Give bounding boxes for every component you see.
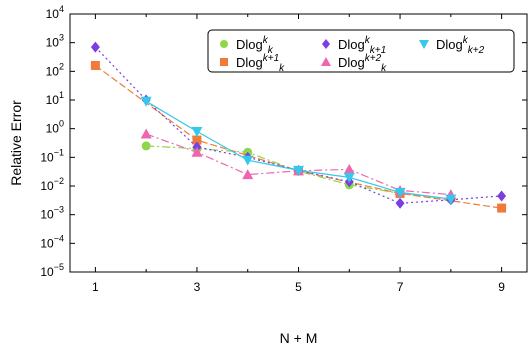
y-tick-label: 10−1 (40, 147, 64, 164)
data-point (220, 40, 228, 48)
data-point (343, 172, 355, 183)
y-tick-label: 10−4 (40, 233, 64, 250)
data-point (321, 57, 331, 66)
data-point (497, 203, 507, 213)
data-point (395, 197, 405, 209)
data-point (242, 169, 254, 180)
series-layer (90, 41, 507, 213)
legend-box (207, 29, 515, 73)
y-tick-label: 10−5 (40, 262, 64, 279)
y-tick-label: 10−3 (40, 205, 64, 222)
legend-item: Dlogkk (220, 35, 274, 56)
data-point (293, 165, 304, 176)
legend-item: Dlogk+1k (220, 53, 285, 74)
series-line (95, 65, 502, 209)
x-tick-label: 9 (498, 280, 505, 294)
data-point (419, 40, 429, 49)
y-axis-title: Relative Error (8, 100, 24, 186)
y-tick-label: 103 (46, 33, 64, 50)
axis-ticks: 1 3 5 7 9 104 103 102 101 100 10−1 10−2 10−3 10−4 10−5 (40, 4, 527, 294)
y-tick-label: 10−2 (40, 176, 64, 193)
x-tick-label: 7 (397, 280, 404, 294)
legend-label: Dlogkk+1 (338, 35, 386, 56)
x-tick-label: 3 (194, 280, 201, 294)
legend-item: Dlogkk+1 (322, 35, 386, 56)
x-axis-title: N + M (280, 330, 318, 346)
data-point (140, 128, 152, 139)
data-point (191, 146, 203, 157)
data-point (90, 60, 100, 70)
data-point (394, 187, 406, 198)
data-point (192, 135, 202, 145)
data-point (322, 39, 330, 49)
data-point (141, 141, 151, 151)
x-tick-label: 1 (92, 280, 99, 294)
data-point (140, 96, 152, 107)
x-tick-label: 5 (295, 280, 302, 294)
data-point (220, 58, 228, 66)
legend-label: Dlogkk+2 (436, 35, 485, 56)
data-point (242, 155, 254, 166)
series (140, 96, 457, 205)
y-tick-label: 101 (46, 90, 64, 107)
y-tick-label: 102 (46, 61, 64, 78)
y-tick-label: 104 (46, 4, 64, 21)
legend-item: Dlogkk+2 (419, 35, 485, 56)
legend-label: Dlogkk (236, 35, 274, 56)
data-point (343, 163, 355, 174)
data-point (191, 126, 203, 137)
y-tick-label: 100 (46, 119, 64, 136)
data-point (90, 41, 100, 53)
data-point (497, 190, 507, 202)
data-point (445, 194, 457, 205)
legend-label: Dlogk+2k (338, 53, 387, 74)
legend-item: Dlogk+2k (321, 53, 387, 74)
legend-label: Dlogk+1k (236, 53, 285, 74)
